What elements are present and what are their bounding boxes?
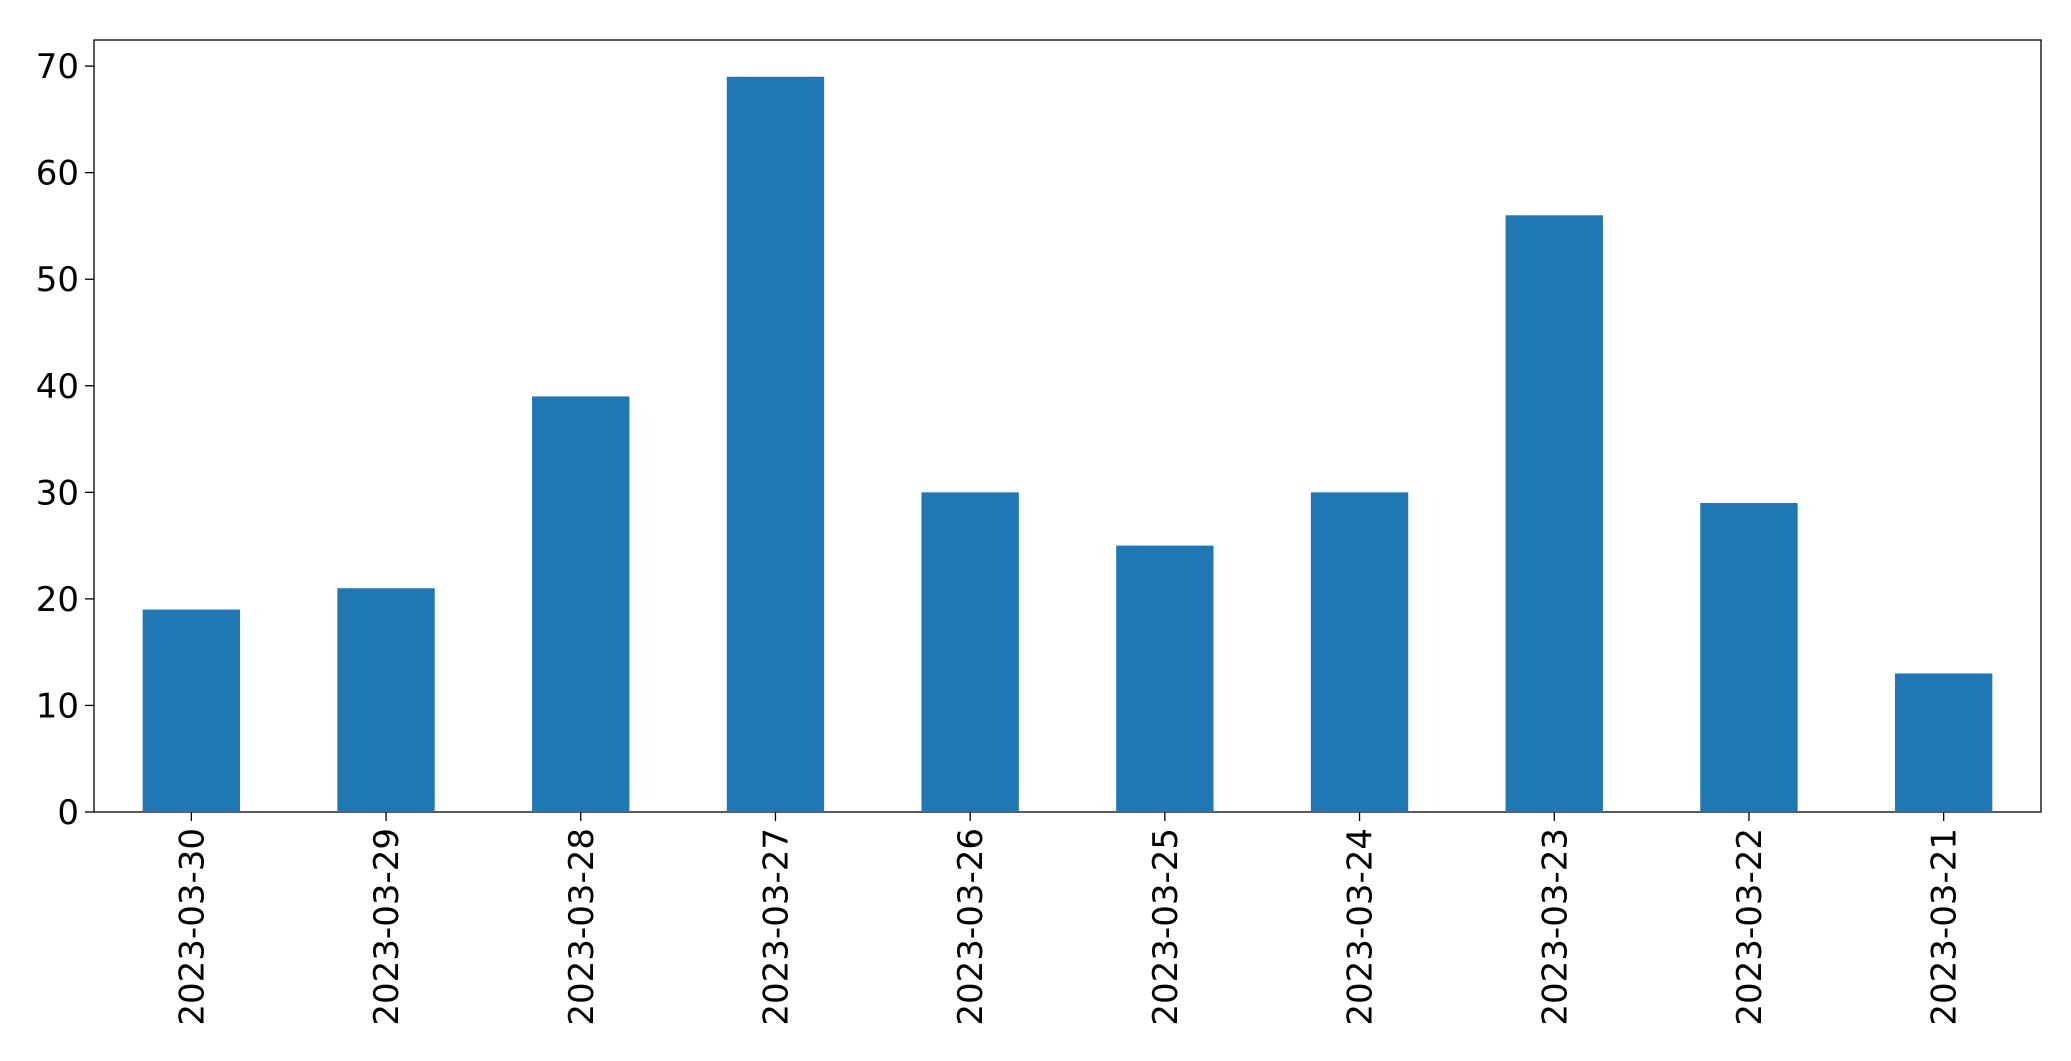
plot-frame bbox=[93, 39, 2042, 813]
y-tick-label: 70 bbox=[36, 47, 79, 87]
bar bbox=[142, 609, 241, 812]
y-tick-label: 20 bbox=[36, 580, 79, 620]
x-tick-label: 2023-03-24 bbox=[1341, 828, 1381, 1026]
x-tick-label: 2023-03-25 bbox=[1146, 828, 1186, 1026]
y-tick-label: 60 bbox=[36, 154, 79, 194]
bar bbox=[1310, 492, 1409, 812]
y-tick-label: 30 bbox=[36, 473, 79, 513]
y-tick-label: 40 bbox=[36, 367, 79, 407]
bar bbox=[726, 76, 825, 812]
bar bbox=[337, 588, 435, 812]
bar bbox=[1505, 215, 1603, 812]
bar bbox=[1116, 545, 1214, 812]
bar bbox=[1700, 502, 1798, 812]
x-tick-label: 2023-03-30 bbox=[172, 828, 212, 1026]
y-tick-label: 0 bbox=[57, 793, 79, 833]
x-tick-label: 2023-03-22 bbox=[1730, 828, 1770, 1026]
x-tick-label: 2023-03-26 bbox=[951, 828, 991, 1026]
x-tick-label: 2023-03-28 bbox=[562, 828, 602, 1026]
x-tick-label: 2023-03-23 bbox=[1535, 828, 1575, 1026]
x-tick-label: 2023-03-29 bbox=[367, 828, 407, 1026]
x-tick-label: 2023-03-21 bbox=[1925, 828, 1965, 1026]
bar bbox=[1894, 673, 1993, 812]
bar bbox=[532, 396, 630, 812]
y-tick-label: 50 bbox=[36, 260, 79, 300]
y-tick-label: 10 bbox=[36, 686, 79, 726]
bar bbox=[921, 492, 1019, 812]
x-tick-label: 2023-03-27 bbox=[756, 828, 796, 1026]
